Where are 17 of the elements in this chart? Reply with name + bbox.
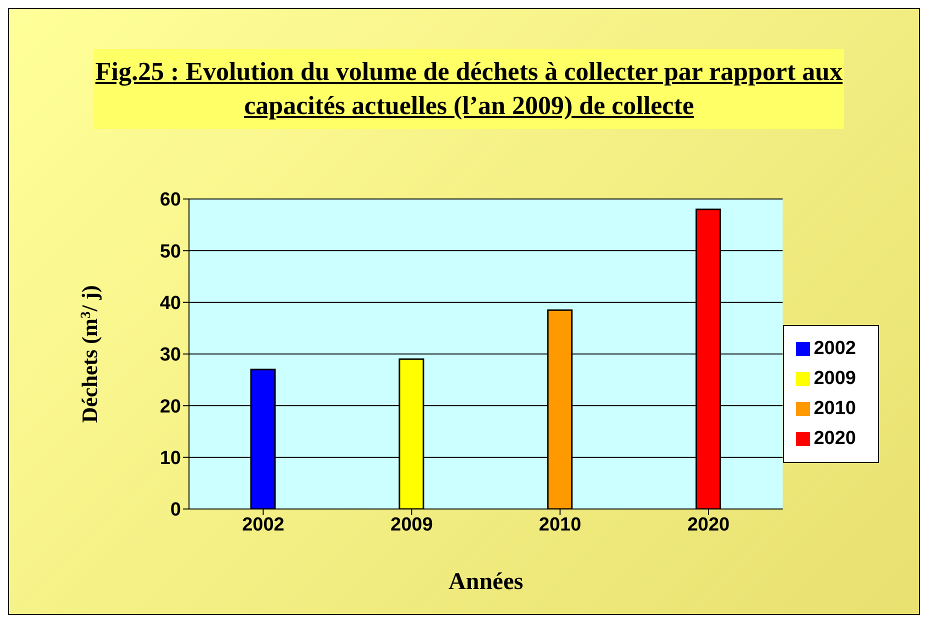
x-tick-label: 2002 bbox=[242, 514, 284, 536]
y-tick-label: 30 bbox=[160, 344, 181, 366]
y-tick-label: 40 bbox=[160, 293, 181, 314]
legend-label: 2002 bbox=[814, 338, 856, 359]
y-tick-label: 10 bbox=[160, 448, 181, 470]
x-tick-label: 2020 bbox=[687, 514, 730, 536]
legend-label: 2009 bbox=[814, 368, 856, 389]
y-tick-label: 50 bbox=[160, 241, 181, 262]
y-tick-label: 60 bbox=[160, 190, 181, 211]
legend-label: 2010 bbox=[814, 398, 856, 419]
x-tick-label: 2009 bbox=[390, 514, 433, 536]
y-tick-label: 0 bbox=[170, 500, 181, 521]
legend-label: 2020 bbox=[814, 428, 856, 449]
chart-title: Fig.25 : Evolution du volume de déchets à collecter par rapport aux capacités actuelles (l’an 2009) de collecte bbox=[94, 49, 844, 129]
x-axis-title: Années bbox=[448, 569, 524, 595]
x-tick-label: 2010 bbox=[538, 514, 582, 536]
y-tick-label: 20 bbox=[160, 396, 181, 418]
